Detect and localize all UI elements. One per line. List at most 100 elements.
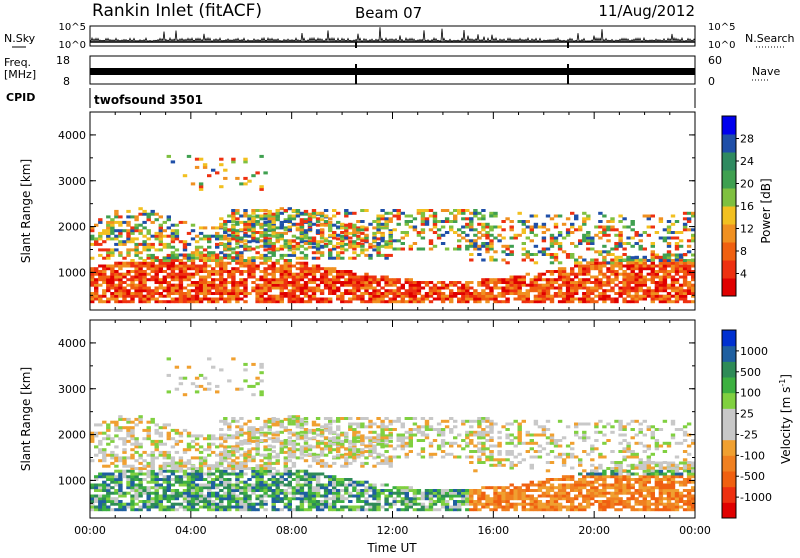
heatmap-cell <box>106 437 110 440</box>
heatmap-cell <box>332 478 336 481</box>
heatmap-cell <box>151 500 155 503</box>
heatmap-cell <box>126 265 130 268</box>
heatmap-cell <box>675 259 679 262</box>
heatmap-cell <box>118 475 122 478</box>
heatmap-cell <box>223 437 227 440</box>
heatmap-cell <box>300 292 304 295</box>
heatmap-cell <box>352 212 356 215</box>
heatmap-cell <box>263 228 267 231</box>
heatmap-cell <box>542 250 546 253</box>
heatmap-cell <box>304 284 308 287</box>
heatmap-cell <box>203 462 207 465</box>
heatmap-cell <box>425 223 429 226</box>
heatmap-cell <box>344 478 348 481</box>
heatmap-cell <box>183 262 187 265</box>
heatmap-cell <box>263 284 267 287</box>
heatmap-cell <box>304 481 308 484</box>
heatmap-cell <box>219 453 223 456</box>
heatmap-cell <box>199 506 203 509</box>
heatmap-cell <box>114 445 118 448</box>
heatmap-cell <box>155 235 159 238</box>
heatmap-cell <box>566 256 570 259</box>
heatmap-cell <box>94 454 98 457</box>
heatmap-cell <box>304 428 308 431</box>
heatmap-cell <box>187 232 191 235</box>
heatmap-cell <box>272 295 276 298</box>
heatmap-cell <box>122 298 126 301</box>
heatmap-cell <box>631 276 635 279</box>
heatmap-cell <box>312 237 316 240</box>
heatmap-cell <box>102 229 106 232</box>
heatmap-cell <box>610 259 614 262</box>
heatmap-cell <box>171 240 175 243</box>
heatmap-cell <box>272 273 276 276</box>
heatmap-cell <box>263 484 267 487</box>
heatmap-cell <box>352 257 356 260</box>
heatmap-cell <box>501 245 505 248</box>
heatmap-cell <box>183 298 187 301</box>
heatmap-cell <box>663 278 667 281</box>
heatmap-cell <box>203 506 207 509</box>
heatmap-cell <box>280 475 284 478</box>
heatmap-cell <box>239 292 243 295</box>
heatmap-cell <box>207 443 211 446</box>
heatmap-cell <box>114 423 118 426</box>
heatmap-cell <box>296 497 300 500</box>
heatmap-cell <box>352 486 356 489</box>
heatmap-cell <box>183 462 187 465</box>
heatmap-cell <box>288 254 292 257</box>
heatmap-cell <box>199 182 203 185</box>
heatmap-cell <box>308 213 312 216</box>
heatmap-cell <box>300 486 304 489</box>
heatmap-cell <box>110 454 114 457</box>
heatmap-cell <box>255 503 259 506</box>
heatmap-cell <box>292 254 296 257</box>
heatmap-cell <box>368 425 372 428</box>
heatmap-cell <box>239 470 243 473</box>
heatmap-cell <box>570 212 574 215</box>
heatmap-cell <box>421 237 425 240</box>
heatmap-cell <box>352 447 356 450</box>
heatmap-cell <box>469 461 473 464</box>
heatmap-cell <box>300 265 304 268</box>
heatmap-cell <box>142 486 146 489</box>
heatmap-cell <box>211 366 215 369</box>
heatmap-cell <box>183 248 187 251</box>
heatmap-cell <box>328 508 332 511</box>
heatmap-cell <box>292 215 296 218</box>
heatmap-cell <box>243 379 247 382</box>
heatmap-cell <box>598 253 602 256</box>
heatmap-cell <box>142 270 146 273</box>
heatmap-cell <box>167 246 171 249</box>
heatmap-cell <box>292 245 296 248</box>
heatmap-cell <box>268 257 272 260</box>
heatmap-cell <box>602 265 606 268</box>
heatmap-cell <box>401 423 405 426</box>
heatmap-cell <box>336 489 340 492</box>
heatmap-cell <box>465 436 469 439</box>
heatmap-cell <box>473 239 477 242</box>
heatmap-cell <box>191 503 195 506</box>
heatmap-cell <box>558 270 562 273</box>
heatmap-cell <box>280 420 284 423</box>
heatmap-cell <box>364 456 368 459</box>
heatmap-cell <box>280 450 284 453</box>
heatmap-cell <box>348 281 352 284</box>
heatmap-cell <box>272 420 276 423</box>
heatmap-cell <box>425 495 429 498</box>
heatmap-cell <box>606 298 610 301</box>
heatmap-cell <box>106 248 110 251</box>
heatmap-cell <box>586 298 590 301</box>
heatmap-cell <box>215 508 219 511</box>
nsky-frame <box>90 26 695 46</box>
heatmap-cell <box>235 251 239 254</box>
heatmap-cell <box>211 495 215 498</box>
heatmap-cell <box>276 287 280 290</box>
heatmap-cell <box>199 188 203 191</box>
heatmap-cell <box>538 298 542 301</box>
heatmap-cell <box>433 220 437 223</box>
heatmap-cell <box>171 489 175 492</box>
heatmap-cell <box>195 273 199 276</box>
heatmap-cell <box>368 281 372 284</box>
heatmap-cell <box>272 450 276 453</box>
